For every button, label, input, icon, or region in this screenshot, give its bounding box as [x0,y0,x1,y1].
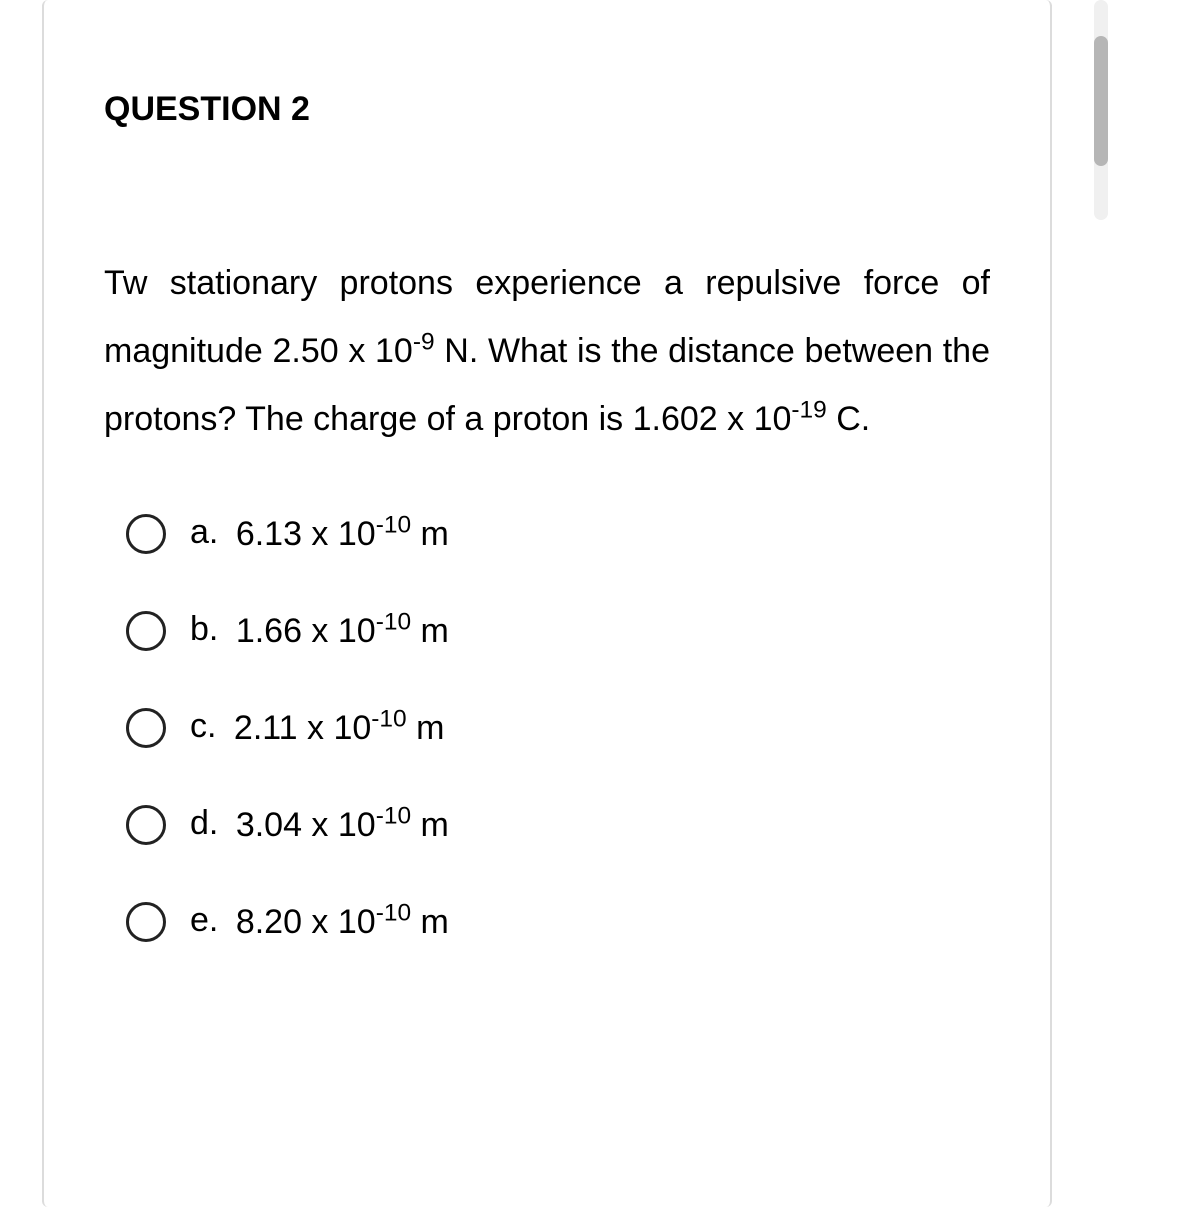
option-label: c. 2.11 x 10-10 m [190,707,444,748]
scrollbar-thumb[interactable] [1094,36,1108,166]
question-title: QUESTION 2 [104,90,990,129]
option-letter: a. [190,513,218,552]
radio-icon[interactable] [126,805,166,845]
option-b[interactable]: b. 1.66 x 10-10 m [126,610,990,651]
options-group: a. 6.13 x 10-10 m b. 1.66 x 10-10 m c. 2… [104,513,990,942]
radio-icon[interactable] [126,514,166,554]
option-e[interactable]: e. 8.20 x 10-10 m [126,901,990,942]
option-text: 6.13 x 10-10 m [236,515,449,553]
option-a[interactable]: a. 6.13 x 10-10 m [126,513,990,554]
question-stem: Tw stationary protons experience a repul… [104,249,990,453]
option-letter: b. [190,610,218,649]
option-label: b. 1.66 x 10-10 m [190,610,449,651]
question-card: QUESTION 2 Tw stationary protons experie… [42,0,1052,1207]
page: QUESTION 2 Tw stationary protons experie… [0,0,1200,1207]
option-text: 2.11 x 10-10 m [234,709,445,747]
option-text: 3.04 x 10-10 m [236,806,449,844]
option-letter: e. [190,901,218,940]
option-label: d. 3.04 x 10-10 m [190,804,449,845]
option-letter: c. [190,707,216,746]
option-label: e. 8.20 x 10-10 m [190,901,449,942]
option-text: 8.20 x 10-10 m [236,903,449,941]
option-label: a. 6.13 x 10-10 m [190,513,449,554]
radio-icon[interactable] [126,902,166,942]
option-text: 1.66 x 10-10 m [236,612,449,650]
option-d[interactable]: d. 3.04 x 10-10 m [126,804,990,845]
option-letter: d. [190,804,218,843]
option-c[interactable]: c. 2.11 x 10-10 m [126,707,990,748]
radio-icon[interactable] [126,708,166,748]
radio-icon[interactable] [126,611,166,651]
